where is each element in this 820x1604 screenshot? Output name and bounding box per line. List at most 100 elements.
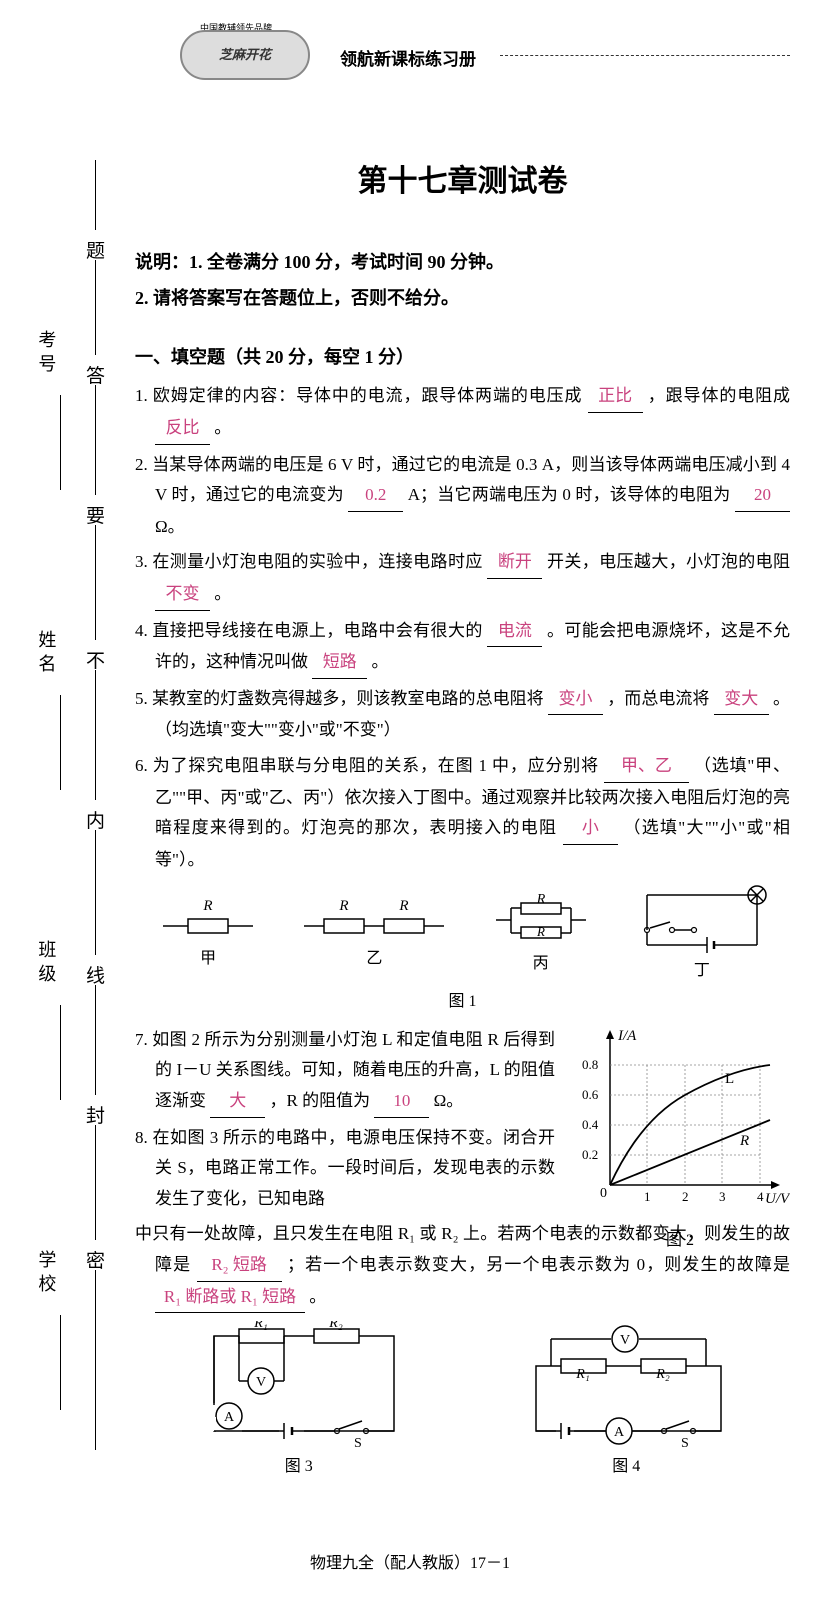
q4-blank-1: 电流 xyxy=(487,616,542,648)
q4-text-1: 4. 直接把导线接在电源上，电路中会有很大的 xyxy=(135,621,483,640)
svg-text:0.6: 0.6 xyxy=(582,1087,599,1102)
q8-text-1a: 8. 在如图 3 所示的电路中，电源电压保持不变。闭合开关 S，电路正常工作。一… xyxy=(135,1128,555,1208)
q6-blank-1: 甲、乙 xyxy=(604,751,689,783)
question-4: 4. 直接把导线接在电源上，电路中会有很大的 电流 。可能会把电源烧坏，这是不允… xyxy=(135,616,790,679)
q6-blank-2: 小 xyxy=(563,813,618,845)
question-2: 2. 当某导体两端的电压是 6 V 时，通过它的电流是 0.3 A，则当该导体两… xyxy=(135,450,790,543)
q3-text-1: 3. 在测量小灯泡电阻的实验中，连接电路时应 xyxy=(135,552,483,571)
q3-blank-2: 不变 xyxy=(155,579,210,611)
q8-blank-1: R₂ 短路 xyxy=(197,1250,282,1282)
question-8-part1: 8. 在如图 3 所示的电路中，电源电压保持不变。闭合开关 S，电路正常工作。一… xyxy=(135,1123,555,1215)
question-1: 1. 欧姆定律的内容：导体中的电流，跟导体两端的电压成 正比 ，跟导体的电阻成 … xyxy=(135,381,790,444)
resistor-label: R xyxy=(203,898,213,914)
logo: 芝麻开花 xyxy=(180,30,310,80)
chapter-title: 第十七章测试卷 xyxy=(135,155,790,209)
svg-text:R: R xyxy=(536,924,545,939)
q2-text-2: A；当它两端电压为 0 时，该导体的电阻为 xyxy=(408,485,731,504)
logo-text: 芝麻开花 xyxy=(219,43,271,66)
figure-1-caption: 图 1 xyxy=(135,988,790,1017)
q8-text-2: ；若一个电表示数变大，另一个电表示数为 0，则发生的故障是 xyxy=(287,1255,790,1274)
svg-text:R₁: R₁ xyxy=(576,1367,590,1382)
q1-text-3: 。 xyxy=(214,418,231,437)
q1-blank-1: 正比 xyxy=(588,381,643,413)
circuit-ding: 丁 xyxy=(632,885,772,986)
q7-text-2: ，R 的阻值为 xyxy=(270,1091,371,1110)
question-6: 6. 为了探究电阻串联与分电阻的关系，在图 1 中，应分别将 甲、乙 （选填"甲… xyxy=(135,751,790,875)
q8-blank-2: R₁ 断路或 R₁ 短路 xyxy=(155,1282,305,1314)
svg-text:A: A xyxy=(224,1410,235,1425)
svg-text:R: R xyxy=(339,898,349,914)
figure-2-caption: 图 2 xyxy=(570,1227,790,1256)
svg-text:0.8: 0.8 xyxy=(582,1057,598,1072)
q3-blank-1: 断开 xyxy=(487,547,542,579)
seal-column: 题 答 要 不 内 线 封 密 xyxy=(80,160,110,1524)
svg-text:A: A xyxy=(614,1425,625,1440)
q1-text-2: ，跟导体的电阻成 xyxy=(648,386,790,405)
sidebar-line-3 xyxy=(60,1005,61,1100)
svg-text:R: R xyxy=(399,898,409,914)
question-5: 5. 某教室的灯盏数亮得越多，则该教室电路的总电阻将 变小 ，而总电流将 变大 … xyxy=(135,684,790,746)
figure-2-chart: I/A U/V 0 0.2 0.4 0.6 0.8 1 xyxy=(570,1025,790,1256)
q4-text-3: 。 xyxy=(372,652,389,671)
sidebar-line-4 xyxy=(60,1315,61,1410)
svg-text:0.2: 0.2 xyxy=(582,1147,598,1162)
main-content: 第十七章测试卷 说明：1. 全卷满分 100 分，考试时间 90 分钟。 2. … xyxy=(135,155,790,1490)
svg-text:1: 1 xyxy=(644,1189,651,1204)
q5-text-1: 5. 某教室的灯盏数亮得越多，则该教室电路的总电阻将 xyxy=(135,689,544,708)
instruction-line-2: 2. 请将答案写在答题位上，否则不给分。 xyxy=(135,280,790,316)
seal-line-seg xyxy=(95,830,96,955)
svg-text:S: S xyxy=(354,1436,362,1451)
q1-text-1: 1. 欧姆定律的内容：导体中的电流，跟导体两端的电压成 xyxy=(135,386,582,405)
svg-text:4: 4 xyxy=(757,1189,764,1204)
svg-text:R₂: R₂ xyxy=(656,1367,671,1382)
fig1-label-bing: 丙 xyxy=(486,950,596,979)
workbook-title: 领航新课标练习册 xyxy=(340,45,476,76)
q7-blank-2: 10 xyxy=(374,1086,429,1118)
seal-line-seg xyxy=(95,160,96,230)
figure-3-caption: 图 3 xyxy=(184,1453,414,1482)
svg-text:R: R xyxy=(535,893,545,907)
seal-line-seg xyxy=(95,985,96,1095)
q5-blank-2: 变大 xyxy=(714,684,769,716)
instruction-line-1: 说明：1. 全卷满分 100 分，考试时间 90 分钟。 xyxy=(135,244,790,280)
seal-line-seg xyxy=(95,1270,96,1450)
seal-line-seg xyxy=(95,1125,96,1240)
q7-text-3: Ω。 xyxy=(434,1091,464,1110)
question-7-wrapper: 7. 如图 2 所示为分别测量小灯泡 L 和定值电阻 R 后得到的 I－U 关系… xyxy=(135,1025,790,1215)
question-3: 3. 在测量小灯泡电阻的实验中，连接电路时应 断开 开关，电压越大，小灯泡的电阻… xyxy=(135,547,790,610)
fig1-label-ding: 丁 xyxy=(632,957,772,986)
q4-blank-2: 短路 xyxy=(312,647,367,679)
class-label: 班级 xyxy=(30,940,62,988)
question-7: 7. 如图 2 所示为分别测量小灯泡 L 和定值电阻 R 后得到的 I－U 关系… xyxy=(135,1025,555,1118)
svg-text:U/V: U/V xyxy=(765,1191,790,1207)
q3-text-3: 。 xyxy=(214,584,231,603)
header-divider xyxy=(500,55,790,56)
figure-3-circuit: R₁ R₂ V A xyxy=(184,1321,414,1482)
fig1-label-jia: 甲 xyxy=(153,945,263,974)
svg-text:3: 3 xyxy=(719,1189,726,1204)
exam-instructions: 说明：1. 全卷满分 100 分，考试时间 90 分钟。 2. 请将答案写在答题… xyxy=(135,244,790,316)
sidebar-line-2 xyxy=(60,695,61,790)
sidebar-line-1 xyxy=(60,395,61,490)
svg-text:L: L xyxy=(725,1071,734,1087)
fig1-label-yi: 乙 xyxy=(299,945,449,974)
seal-line-seg xyxy=(95,525,96,640)
q7-blank-1: 大 xyxy=(210,1086,265,1118)
svg-text:R₂: R₂ xyxy=(328,1321,343,1331)
q2-text-3: Ω。 xyxy=(155,517,185,536)
svg-text:V: V xyxy=(256,1375,266,1390)
figure-3-4-row: R₁ R₂ V A xyxy=(135,1321,790,1482)
school-label: 学校 xyxy=(30,1250,62,1298)
circuit-yi: R R 乙 xyxy=(299,898,449,974)
figure-1-row: R 甲 R R 乙 R xyxy=(135,885,790,986)
svg-text:0.4: 0.4 xyxy=(582,1117,599,1132)
svg-text:R₁: R₁ xyxy=(253,1321,267,1331)
svg-text:0: 0 xyxy=(600,1186,607,1201)
svg-text:I/A: I/A xyxy=(617,1028,637,1044)
q5-blank-1: 变小 xyxy=(548,684,603,716)
svg-text:R: R xyxy=(739,1133,749,1149)
svg-text:2: 2 xyxy=(682,1189,689,1204)
seal-line-seg xyxy=(95,670,96,800)
q3-text-2: 开关，电压越大，小灯泡的电阻 xyxy=(547,552,790,571)
seal-line-seg xyxy=(95,385,96,495)
